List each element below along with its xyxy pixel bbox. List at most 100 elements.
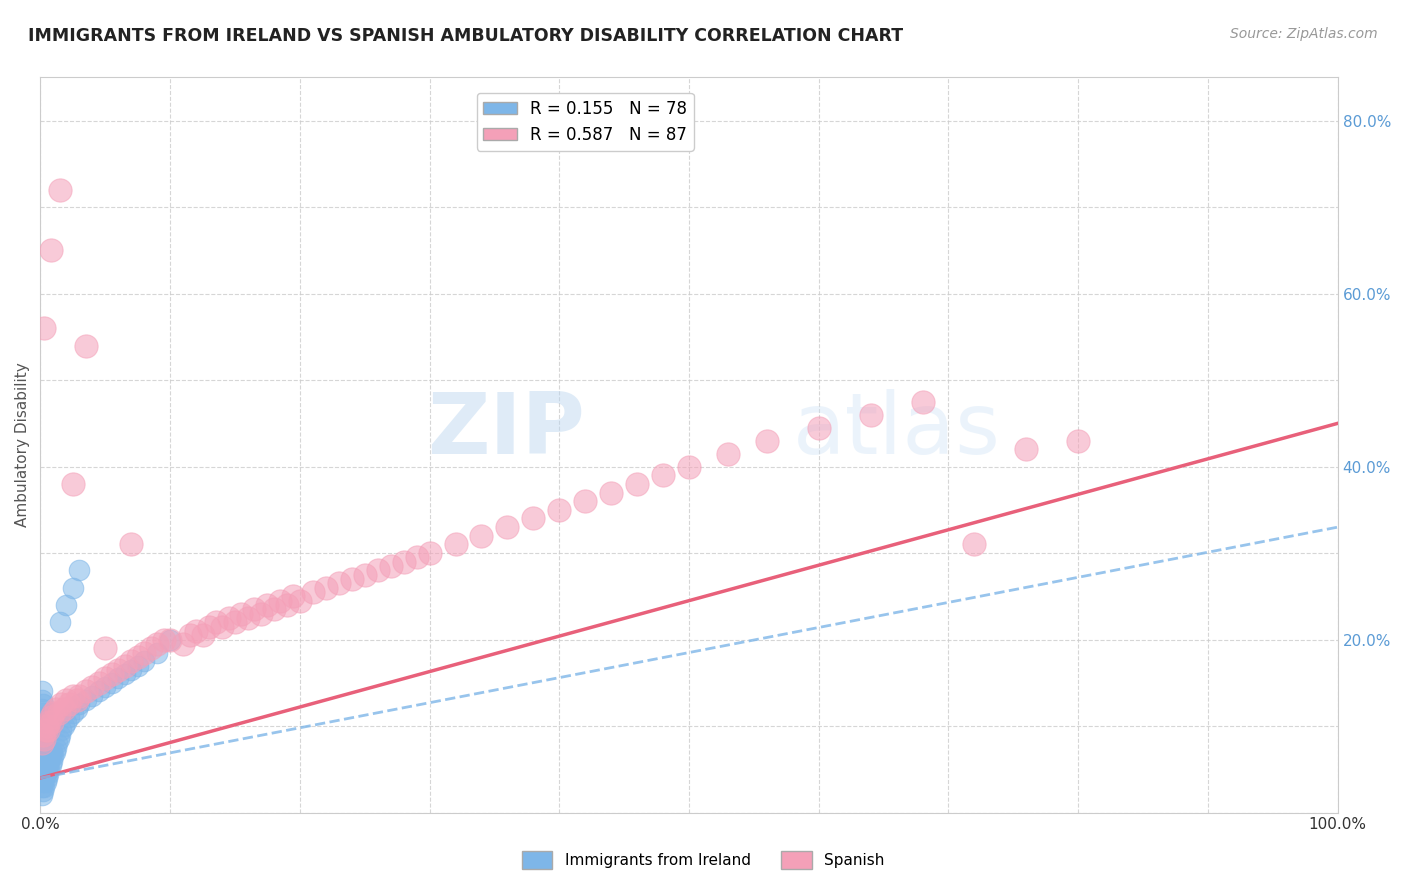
Point: [32, 740, 55, 755]
Point: [179, 628, 201, 642]
Point: [250, 607, 273, 621]
Point: [49, 183, 72, 197]
Point: [107, 663, 129, 677]
Point: [380, 559, 402, 574]
Text: ZIP: ZIP: [427, 389, 585, 472]
Legend: R = 0.155   N = 78, R = 0.587   N = 87: R = 0.155 N = 78, R = 0.587 N = 87: [477, 93, 693, 151]
Point: [256, 598, 278, 612]
Point: [107, 672, 129, 686]
Point: [198, 619, 221, 633]
Point: [392, 555, 415, 569]
Point: [34, 740, 56, 755]
Point: [52, 719, 75, 733]
Point: [55, 714, 77, 729]
Point: [37, 758, 59, 772]
Point: [522, 511, 544, 525]
Point: [34, 745, 56, 759]
Point: [114, 658, 136, 673]
Point: [807, 420, 830, 434]
Point: [191, 628, 214, 642]
Point: [34, 766, 56, 780]
Point: [55, 693, 77, 707]
Point: [146, 646, 169, 660]
Point: [94, 680, 117, 694]
Point: [67, 698, 90, 712]
Point: [276, 598, 298, 612]
Point: [62, 689, 84, 703]
Point: [31, 702, 53, 716]
Point: [51, 698, 73, 712]
Point: [301, 585, 323, 599]
Point: [39, 244, 62, 258]
Point: [38, 754, 60, 768]
Text: atlas: atlas: [793, 389, 1001, 472]
Point: [66, 702, 89, 716]
Point: [172, 637, 194, 651]
Point: [62, 581, 84, 595]
Point: [37, 723, 59, 738]
Point: [87, 684, 110, 698]
Point: [911, 394, 934, 409]
Point: [42, 706, 65, 720]
Point: [120, 654, 142, 668]
Point: [134, 654, 156, 668]
Point: [32, 698, 55, 712]
Point: [75, 684, 97, 698]
Point: [31, 736, 53, 750]
Point: [37, 749, 59, 764]
Point: [55, 598, 77, 612]
Point: [32, 784, 55, 798]
Point: [34, 736, 56, 750]
Point: [31, 789, 53, 803]
Point: [120, 537, 142, 551]
Point: [32, 758, 55, 772]
Point: [139, 641, 162, 656]
Point: [82, 680, 104, 694]
Point: [288, 593, 311, 607]
Point: [32, 749, 55, 764]
Point: [159, 632, 181, 647]
Point: [652, 468, 675, 483]
Point: [37, 766, 59, 780]
Point: [231, 607, 253, 621]
Point: [35, 771, 58, 785]
Point: [34, 732, 56, 747]
Y-axis label: Ambulatory Disability: Ambulatory Disability: [15, 363, 30, 527]
Point: [34, 771, 56, 785]
Point: [35, 762, 58, 776]
Point: [58, 710, 80, 724]
Point: [152, 632, 174, 647]
Point: [39, 749, 62, 764]
Point: [32, 732, 55, 747]
Point: [34, 754, 56, 768]
Point: [46, 736, 69, 750]
Point: [626, 476, 648, 491]
Point: [32, 775, 55, 789]
Point: [82, 689, 104, 703]
Point: [32, 728, 55, 742]
Point: [353, 567, 375, 582]
Point: [75, 338, 97, 352]
Point: [35, 745, 58, 759]
Point: [127, 658, 149, 673]
Point: [41, 745, 63, 759]
Point: [31, 745, 53, 759]
Point: [34, 762, 56, 776]
Point: [31, 771, 53, 785]
Point: [34, 321, 56, 335]
Point: [87, 675, 110, 690]
Point: [218, 611, 240, 625]
Point: [34, 728, 56, 742]
Point: [283, 590, 305, 604]
Point: [48, 732, 70, 747]
Point: [34, 723, 56, 738]
Point: [75, 693, 97, 707]
Point: [31, 684, 53, 698]
Point: [32, 706, 55, 720]
Point: [963, 537, 986, 551]
Point: [600, 485, 623, 500]
Point: [678, 459, 700, 474]
Point: [31, 780, 53, 794]
Point: [1067, 434, 1090, 448]
Point: [211, 619, 233, 633]
